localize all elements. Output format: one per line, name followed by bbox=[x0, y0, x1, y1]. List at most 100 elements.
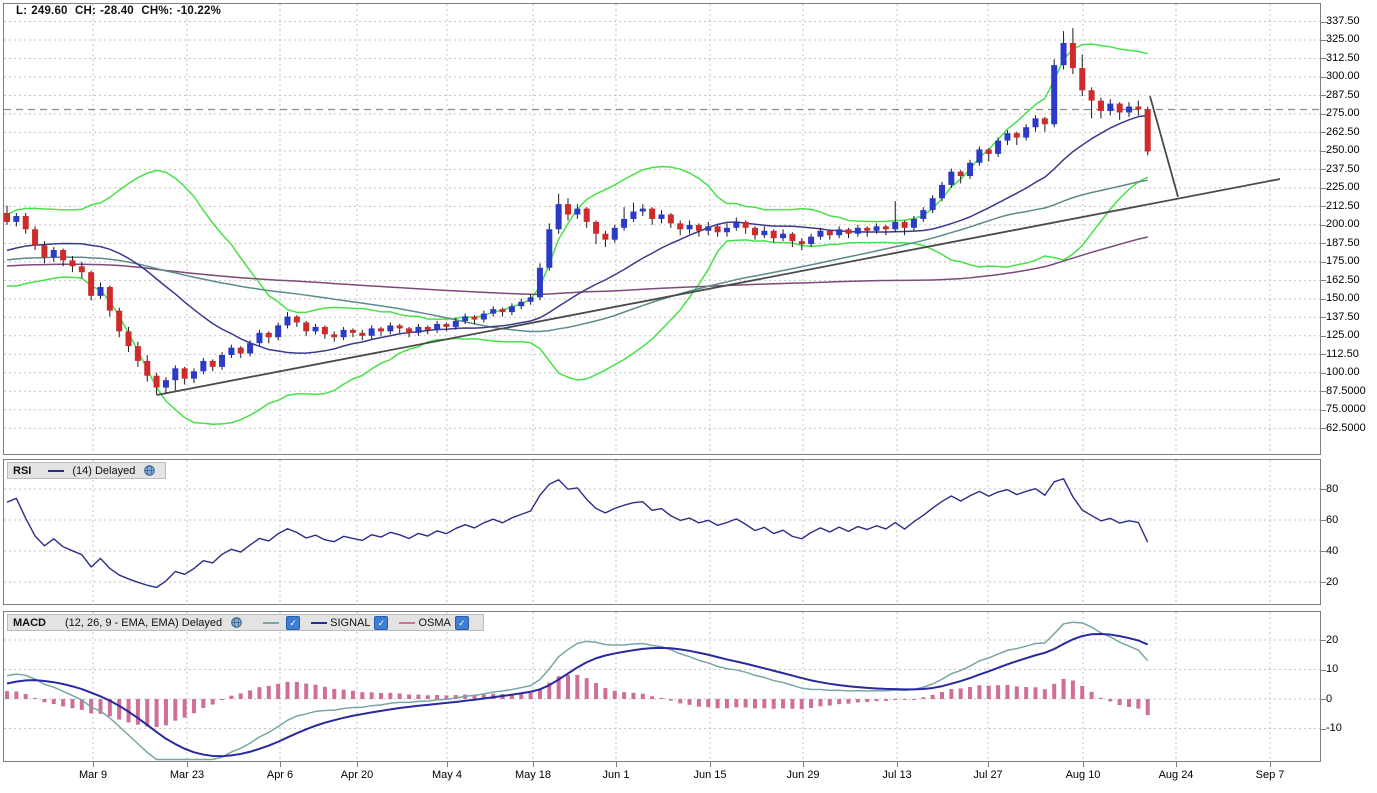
axis-tick bbox=[803, 762, 804, 767]
price-axis-label: 200.00 bbox=[1326, 218, 1360, 231]
axis-tick bbox=[1321, 58, 1326, 60]
axis-tick bbox=[93, 762, 94, 767]
axis-tick bbox=[1321, 298, 1326, 300]
price-axis-label: 275.00 bbox=[1326, 107, 1360, 120]
axis-tick bbox=[1321, 582, 1326, 583]
rsi-axis-label: 20 bbox=[1326, 575, 1339, 588]
date-axis-label: Mar 9 bbox=[78, 769, 108, 781]
axis-tick bbox=[1321, 640, 1326, 641]
rsi-line-swatch bbox=[48, 469, 65, 472]
macd-params: (12, 26, 9 - EMA, EMA) Delayed bbox=[65, 616, 223, 629]
price-axis-label: 150.00 bbox=[1326, 292, 1360, 305]
axis-tick bbox=[1321, 132, 1326, 134]
price-axis-label: 125.00 bbox=[1326, 329, 1360, 342]
osma-swatch bbox=[399, 621, 416, 624]
axis-tick bbox=[1321, 669, 1326, 671]
signal-line-swatch bbox=[311, 621, 328, 624]
axis-tick bbox=[1321, 113, 1326, 115]
axis-tick bbox=[1321, 354, 1326, 356]
macd-header: MACD (12, 26, 9 - EMA, EMA) Delayed ✓ SI… bbox=[7, 614, 484, 631]
quote-bar: L: 249.60 CH: -28.40 CH%: -10.22% bbox=[16, 5, 225, 17]
price-axis-label: 75.0000 bbox=[1326, 403, 1366, 416]
date-axis-label: Jul 13 bbox=[882, 769, 912, 781]
axis-tick bbox=[280, 762, 281, 767]
axis-tick bbox=[1321, 169, 1326, 171]
date-axis-label: Aug 10 bbox=[1065, 769, 1101, 781]
price-axis-label: 312.50 bbox=[1326, 51, 1360, 64]
delayed-globe-icon[interactable] bbox=[231, 617, 242, 628]
date-axis-label: May 4 bbox=[432, 769, 462, 781]
price-panel bbox=[3, 3, 1321, 455]
osma-checkbox[interactable]: ✓ bbox=[454, 615, 469, 630]
axis-tick bbox=[187, 762, 188, 767]
price-axis-label: 225.00 bbox=[1326, 181, 1360, 194]
macd-title: MACD bbox=[13, 616, 46, 629]
axis-tick bbox=[1321, 21, 1326, 23]
axis-tick bbox=[1321, 728, 1326, 730]
rsi-axis-label: 40 bbox=[1326, 544, 1339, 557]
price-axis-label: 325.00 bbox=[1326, 33, 1360, 46]
price-axis-label: 300.00 bbox=[1326, 70, 1360, 83]
price-axis-label: 262.50 bbox=[1326, 125, 1360, 138]
axis-tick bbox=[1321, 428, 1326, 430]
axis-tick bbox=[988, 762, 989, 767]
axis-tick bbox=[357, 762, 358, 767]
axis-tick bbox=[616, 762, 617, 767]
rsi-header: RSI (14) Delayed bbox=[7, 462, 167, 479]
change-pct-label: CH%: bbox=[141, 5, 173, 17]
macd-axis-label: 20 bbox=[1326, 633, 1339, 646]
date-axis-label: Mar 23 bbox=[169, 769, 205, 781]
change-pct-value: -10.22% bbox=[176, 5, 222, 17]
price-axis-label: 287.50 bbox=[1326, 88, 1360, 101]
price-axis-label: 187.50 bbox=[1326, 236, 1360, 249]
delayed-globe-icon[interactable] bbox=[144, 465, 156, 476]
price-axis-label: 100.00 bbox=[1326, 366, 1360, 379]
axis-tick bbox=[1083, 762, 1084, 767]
last-value: 249.60 bbox=[31, 5, 68, 17]
axis-tick bbox=[533, 762, 534, 767]
price-axis-label: 62.5000 bbox=[1326, 421, 1366, 434]
axis-tick bbox=[1321, 699, 1326, 700]
signal-line-label: SIGNAL bbox=[330, 616, 371, 629]
price-axis-label: 250.00 bbox=[1326, 144, 1360, 157]
date-axis-label: Jun 15 bbox=[693, 769, 727, 781]
date-axis-label: Apr 20 bbox=[340, 769, 374, 781]
date-axis-label: Apr 6 bbox=[266, 769, 294, 781]
date-axis-label: May 18 bbox=[514, 769, 552, 781]
axis-tick bbox=[1176, 762, 1177, 767]
date-axis-label: Jun 29 bbox=[786, 769, 820, 781]
axis-tick bbox=[1321, 520, 1326, 521]
macd-panel: MACD (12, 26, 9 - EMA, EMA) Delayed ✓ SI… bbox=[3, 611, 1321, 762]
axis-tick bbox=[1321, 551, 1326, 552]
date-axis-label: Jun 1 bbox=[602, 769, 630, 781]
price-axis-label: 175.00 bbox=[1326, 255, 1360, 268]
rsi-axis-label: 60 bbox=[1326, 513, 1339, 526]
date-axis-label: Sep 7 bbox=[1255, 769, 1285, 781]
price-chart-canvas[interactable] bbox=[4, 4, 1320, 454]
osma-label: OSMA bbox=[418, 616, 451, 629]
axis-tick bbox=[447, 762, 448, 767]
price-axis-label: 237.50 bbox=[1326, 162, 1360, 175]
macd-chart-canvas[interactable] bbox=[4, 612, 1320, 761]
price-axis-label: 87.5000 bbox=[1326, 384, 1366, 397]
rsi-params: (14) Delayed bbox=[72, 464, 136, 477]
axis-tick bbox=[1321, 187, 1326, 189]
axis-tick bbox=[1321, 372, 1326, 374]
price-axis-label: 337.50 bbox=[1326, 15, 1360, 27]
rsi-panel: RSI (14) Delayed bbox=[3, 459, 1321, 605]
macd-axis-label: 10 bbox=[1326, 663, 1339, 675]
axis-tick bbox=[1321, 280, 1326, 282]
axis-tick bbox=[1321, 206, 1326, 208]
price-axis-label: 162.50 bbox=[1326, 273, 1360, 286]
axis-tick bbox=[1321, 409, 1326, 411]
change-label: CH: bbox=[75, 5, 97, 17]
price-axis-label: 212.50 bbox=[1326, 199, 1360, 212]
macd-line-checkbox[interactable]: ✓ bbox=[286, 615, 301, 630]
axis-tick bbox=[1321, 76, 1326, 78]
rsi-axis-label: 80 bbox=[1326, 482, 1339, 495]
date-axis-label: Jul 27 bbox=[973, 769, 1003, 781]
rsi-chart-canvas[interactable] bbox=[4, 460, 1320, 604]
signal-checkbox[interactable]: ✓ bbox=[374, 615, 389, 630]
axis-tick bbox=[1321, 261, 1326, 263]
